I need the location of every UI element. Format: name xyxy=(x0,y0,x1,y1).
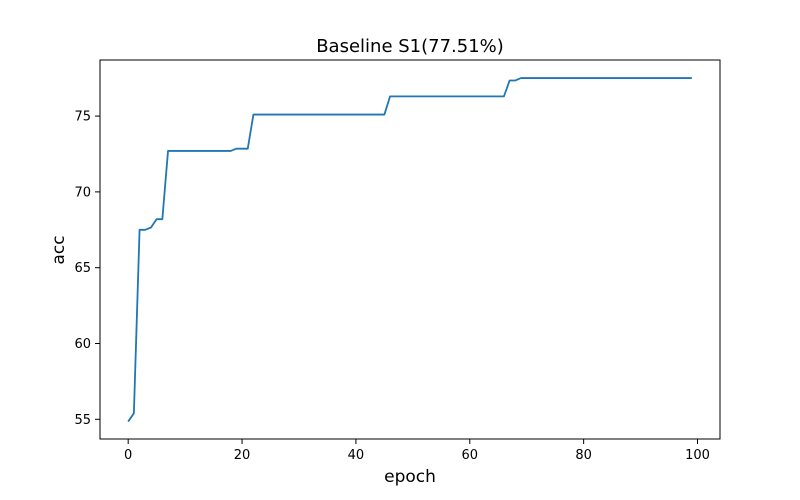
chart-title: Baseline S1(77.51%) xyxy=(316,36,504,57)
x-tick-label: 40 xyxy=(348,448,365,463)
x-axis-ticks: 0 20 40 60 80 100 xyxy=(124,439,710,463)
plot-area-border xyxy=(99,59,721,440)
y-axis-label: acc xyxy=(49,235,69,264)
y-axis-ticks: 55 60 65 70 75 xyxy=(74,110,100,428)
y-tick-label: 60 xyxy=(74,337,91,352)
x-tick-label: 60 xyxy=(462,448,479,463)
y-tick-label: 70 xyxy=(74,185,91,200)
x-tick-label: 20 xyxy=(234,448,251,463)
x-axis-label: epoch xyxy=(384,467,436,487)
x-tick-label: 0 xyxy=(124,448,132,463)
x-tick-label: 80 xyxy=(575,448,592,463)
y-tick-label: 55 xyxy=(74,413,91,428)
y-tick-label: 65 xyxy=(74,261,91,276)
y-tick-label: 75 xyxy=(74,110,91,125)
x-tick-label: 100 xyxy=(685,448,710,463)
series-line-acc xyxy=(127,77,692,423)
